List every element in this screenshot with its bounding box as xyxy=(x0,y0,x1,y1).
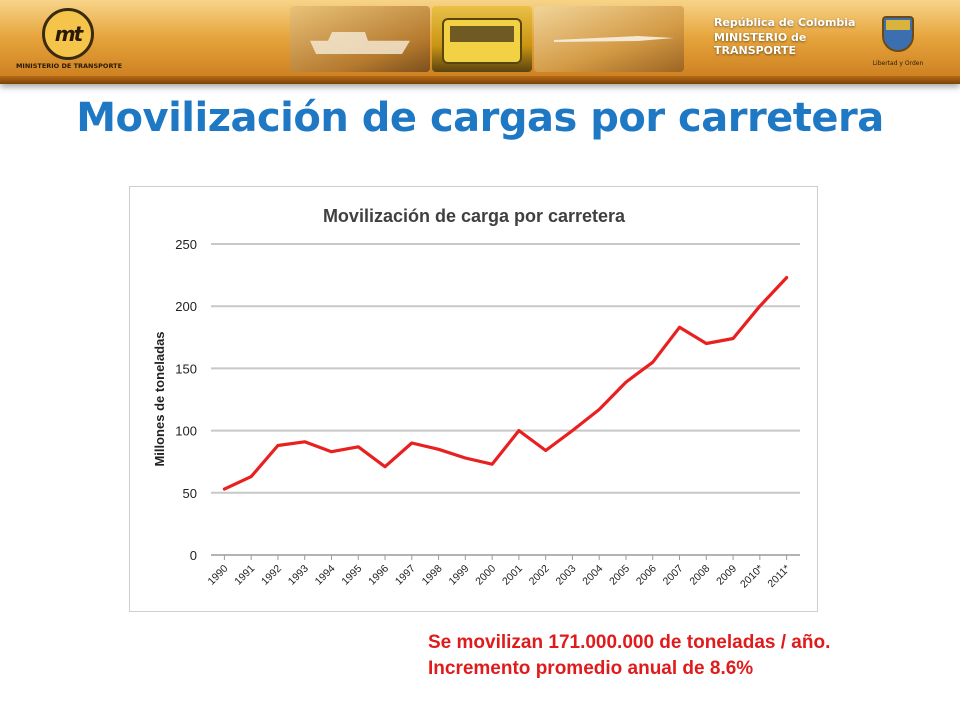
x-tick-label: 2003 xyxy=(554,563,579,588)
y-tick-label: 100 xyxy=(175,424,197,439)
y-tick-label: 250 xyxy=(175,237,197,252)
x-tick-label: 2005 xyxy=(607,563,632,588)
x-tick-label: 1996 xyxy=(366,563,391,588)
x-tick-label: 2000 xyxy=(473,563,498,588)
x-tick-label: 1991 xyxy=(232,563,257,588)
x-tick-label: 1990 xyxy=(206,563,231,588)
page-title: Movilización de cargas por carretera xyxy=(76,95,884,141)
bus-icon xyxy=(442,18,522,64)
x-tick-labels: 1990 1991 1992 1993 1994 1995 1996 1997 1998 1999… xyxy=(206,555,793,591)
x-tick-label: 2009 xyxy=(714,563,739,588)
y-tick-label: 150 xyxy=(175,361,197,376)
ship-icon xyxy=(310,32,410,54)
logo-caption: MINISTERIO DE TRANSPORTE xyxy=(15,62,123,70)
x-tick-label: 2010* xyxy=(738,563,766,591)
x-tick-label: 1992 xyxy=(259,563,284,588)
bus-photo xyxy=(432,6,532,72)
plane-photo xyxy=(534,6,684,72)
line-chart: Movilización de carga por carretera Mill… xyxy=(152,206,800,591)
header-banner: mt MINISTERIO DE TRANSPORTE República de… xyxy=(0,0,960,84)
y-tick-label: 200 xyxy=(175,299,197,314)
note-growth: Incremento promedio anual de 8.6% xyxy=(428,658,754,679)
x-tick-label: 1997 xyxy=(393,563,418,588)
ship-photo xyxy=(290,6,430,72)
x-tick-label: 1999 xyxy=(446,563,471,588)
series-line xyxy=(222,276,789,491)
x-tick-label: 2007 xyxy=(661,563,686,588)
x-tick-label: 1993 xyxy=(286,563,311,588)
x-tick-label: 2006 xyxy=(634,563,659,588)
gov-line-1: República de Colombia xyxy=(714,16,856,29)
y-tick-label: 50 xyxy=(183,486,197,501)
summary-notes: Se movilizan 171.000.000 de toneladas / … xyxy=(428,630,830,682)
ministry-logo: mt MINISTERIO DE TRANSPORTE xyxy=(14,8,124,74)
x-tick-label: 1995 xyxy=(339,563,364,588)
coat-of-arms-emblem: Libertad y Orden xyxy=(873,8,923,67)
y-tick-labels: 0 50 100 150 200 250 xyxy=(175,237,197,563)
x-tick-label: 2001 xyxy=(500,563,525,588)
chart-title: Movilización de carga por carretera xyxy=(323,206,626,226)
logo-text: mt xyxy=(54,22,83,46)
x-tick-label: 2004 xyxy=(580,563,605,588)
x-tick-label: 2008 xyxy=(687,563,712,588)
plane-icon xyxy=(554,36,674,42)
note-tonnage: Se movilizan 171.000.000 de toneladas / … xyxy=(428,632,831,653)
x-tick-label: 1994 xyxy=(313,563,338,588)
x-tick-label: 2002 xyxy=(527,563,552,588)
emblem-caption: Libertad y Orden xyxy=(872,60,924,67)
x-tick-label: 2011* xyxy=(765,563,792,590)
y-tick-label: 0 xyxy=(190,548,197,563)
y-axis-label: Millones de toneladas xyxy=(152,331,167,466)
gov-line-2: MINISTERIO de TRANSPORTE xyxy=(714,31,807,57)
shield-icon xyxy=(882,16,914,52)
gridlines xyxy=(211,243,800,556)
x-tick-label: 1998 xyxy=(420,563,445,588)
logo-mark: mt xyxy=(42,8,94,60)
chart-frame: Movilización de carga por carretera Mill… xyxy=(129,186,818,612)
government-title: República de Colombia MINISTERIO de TRAN… xyxy=(714,16,864,57)
